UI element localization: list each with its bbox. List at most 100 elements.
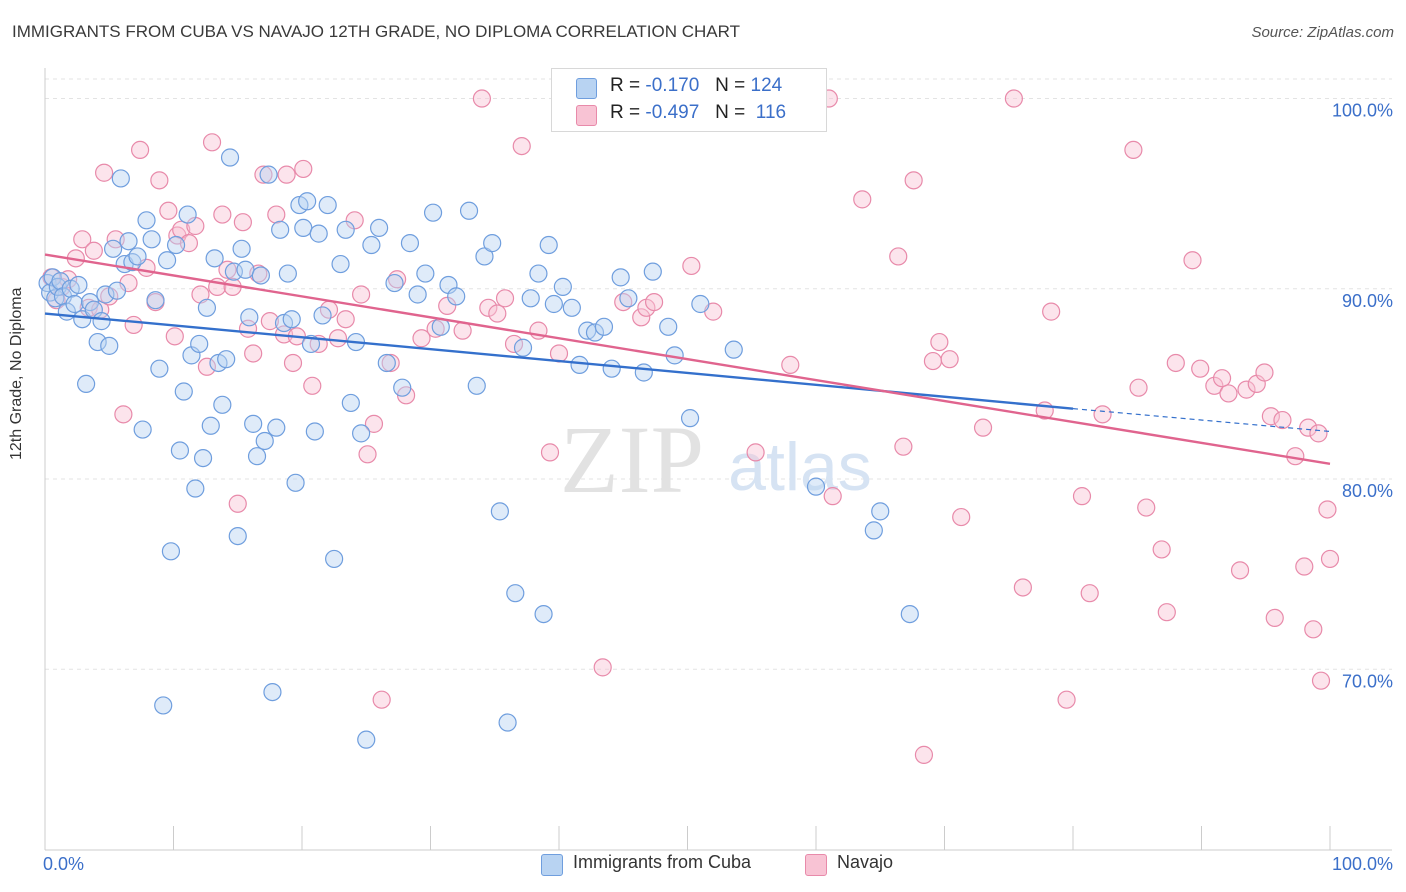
bottom-legend-label-navajo: Navajo <box>837 852 894 872</box>
navajo-point <box>1057 690 1076 709</box>
navajo-point <box>914 745 934 764</box>
navajo-point <box>1255 363 1274 382</box>
cuba-point <box>459 201 479 220</box>
navajo-point <box>495 289 515 308</box>
navajo-point <box>940 350 959 369</box>
navajo-point <box>150 171 169 190</box>
cuba-point <box>691 294 710 314</box>
navajo-point <box>472 89 491 108</box>
cuba-points <box>38 148 919 749</box>
watermark-atlas: atlas <box>728 429 872 505</box>
navajo-point <box>294 159 313 179</box>
cuba-point <box>377 353 396 373</box>
cuba-point <box>498 713 517 732</box>
navajo-point <box>1042 302 1061 321</box>
navajo-point <box>488 304 507 323</box>
navajo-point <box>159 201 178 220</box>
y-tick-label: 70.0% <box>1342 671 1393 691</box>
cuba-point <box>570 355 589 374</box>
cuba-point <box>680 409 700 428</box>
cuba-point <box>228 526 247 546</box>
navajo-point <box>336 310 355 329</box>
cuba-point <box>92 312 111 331</box>
cuba-point <box>157 251 177 270</box>
cuba-point <box>585 323 605 342</box>
navajo-point <box>213 205 232 224</box>
navajo-point <box>364 414 384 433</box>
cuba-point <box>864 521 883 540</box>
cuba-point <box>393 378 412 397</box>
cuba-point <box>65 294 84 314</box>
cuba-point <box>251 266 270 285</box>
navajo-point <box>1219 384 1238 403</box>
cuba-point <box>51 272 70 291</box>
cuba-point <box>220 148 240 167</box>
navajo-point <box>1080 584 1099 603</box>
navajo-point <box>197 357 217 376</box>
cuba-point <box>619 289 638 308</box>
navajo-point <box>114 405 133 424</box>
navajo-point <box>1157 603 1176 622</box>
cuba-point <box>806 477 826 496</box>
x-tick-label: 100.0% <box>1332 854 1393 874</box>
legend-swatch-navajo <box>576 105 597 126</box>
cuba-point <box>161 542 181 561</box>
cuba-point <box>900 604 919 624</box>
cuba-point <box>119 232 138 251</box>
cuba-point <box>267 418 286 437</box>
cuba-point <box>150 359 169 378</box>
navajo-point <box>823 487 842 506</box>
navajo-point <box>1152 540 1171 559</box>
navajo-point <box>412 329 431 348</box>
navajo-point <box>1166 353 1185 373</box>
cuba-point <box>104 239 123 258</box>
navajo-point <box>1320 549 1340 569</box>
navajo-point <box>1304 620 1323 639</box>
chart-title: IMMIGRANTS FROM CUBA VS NAVAJO 12TH GRAD… <box>12 22 740 41</box>
navajo-point <box>130 140 150 160</box>
cuba-point <box>77 374 96 394</box>
legend-n-label: N = <box>715 102 746 123</box>
navajo-point <box>95 163 114 182</box>
navajo-point <box>202 133 222 152</box>
navajo-point <box>283 353 303 373</box>
navajo-point <box>277 165 296 184</box>
cuba-point <box>341 393 360 413</box>
navajo-point <box>904 171 923 190</box>
cuba-point <box>325 549 344 569</box>
cuba-point <box>201 416 220 435</box>
navajo-point <box>1183 251 1202 270</box>
legend-n-value-cuba: 124 <box>750 75 783 96</box>
y-tick-label: 90.0% <box>1342 291 1393 311</box>
cuba-point <box>659 317 678 336</box>
cuba-point <box>357 730 376 749</box>
cuba-point <box>643 262 662 281</box>
cuba-point <box>298 192 317 211</box>
trend-lines <box>44 253 1331 465</box>
cuba-point <box>305 422 324 441</box>
navajo-point <box>381 353 400 373</box>
cuba-point <box>213 395 232 414</box>
cuba-point <box>611 268 630 287</box>
correlation-legend: R = -0.170 N = 124 R = -0.497 N = 116 <box>551 68 827 132</box>
navajo-point <box>632 308 651 327</box>
bottom-legend-swatch-navajo <box>805 854 827 876</box>
navajo-point <box>254 165 273 184</box>
cuba-point <box>447 287 466 306</box>
legend-r-value-cuba: -0.170 <box>645 75 700 96</box>
cuba-point <box>107 281 127 300</box>
navajo-point <box>228 494 247 513</box>
cuba-point <box>240 308 259 327</box>
navajo-point <box>746 443 765 462</box>
cuba-point <box>244 414 263 433</box>
cuba-point <box>352 424 371 443</box>
cuba-point <box>490 502 509 521</box>
cuba-point <box>539 235 558 255</box>
cuba-point <box>594 317 614 336</box>
cuba-point <box>100 336 119 355</box>
cuba-trend-extension <box>1072 408 1331 433</box>
cuba-point <box>69 275 88 295</box>
navajo-point <box>894 437 913 456</box>
cuba-point <box>128 247 147 266</box>
cuba-point <box>871 502 890 521</box>
